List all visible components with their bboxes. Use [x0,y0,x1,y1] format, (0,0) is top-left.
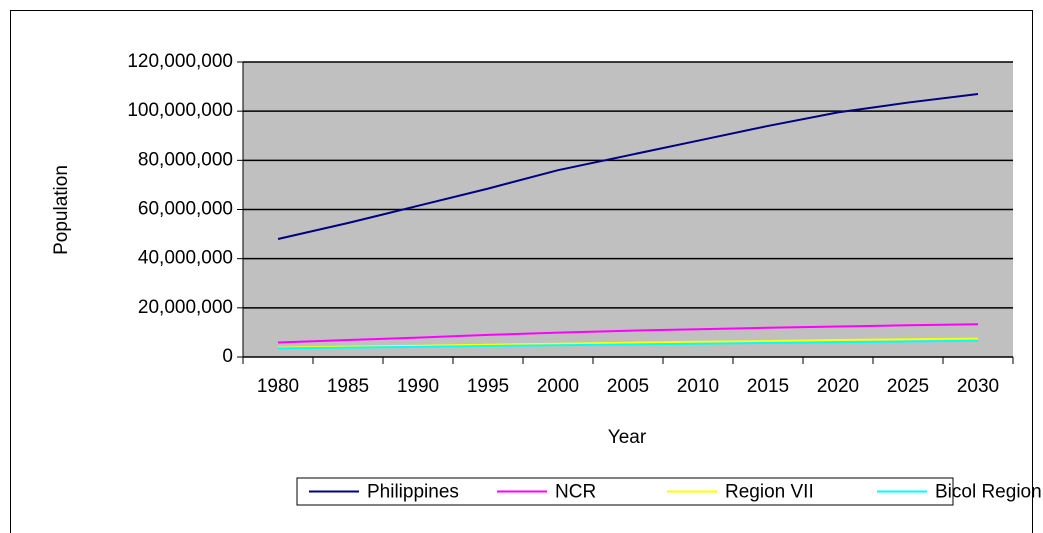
legend-label: NCR [555,482,596,503]
x-tick-label: 2005 [607,376,649,397]
series-line [277,323,979,344]
legend-box [296,477,954,506]
y-tick-label: 20,000,000 [138,297,233,318]
x-tick-label: 1990 [397,376,439,397]
x-tick-label: 1995 [467,376,509,397]
x-tick-label: 1980 [257,376,299,397]
legend-label: Philippines [367,482,459,503]
x-tick-label: 2030 [957,376,999,397]
x-axis-label: Year [608,427,647,448]
legend-label: Bicol Region [935,482,1042,503]
y-tick-label: 40,000,000 [138,248,233,269]
x-tick-label: 2000 [537,376,579,397]
series-line [277,337,979,349]
y-tick-label: 60,000,000 [138,199,233,220]
chart-frame [10,10,1033,533]
y-tick-label: 120,000,000 [127,51,233,72]
y-tick-label: 100,000,000 [127,100,233,121]
x-tick-label: 1985 [327,376,369,397]
y-tick-label: 80,000,000 [138,149,233,170]
series-line [277,92,979,240]
y-axis-label: Population [51,165,72,255]
x-tick-label: 2020 [817,376,859,397]
x-tick-label: 2015 [747,376,789,397]
x-tick-label: 2010 [677,376,719,397]
series-line [277,339,979,350]
y-tick-label: 0 [222,346,233,367]
x-tick-label: 2025 [887,376,929,397]
legend-label: Region VII [725,482,814,503]
